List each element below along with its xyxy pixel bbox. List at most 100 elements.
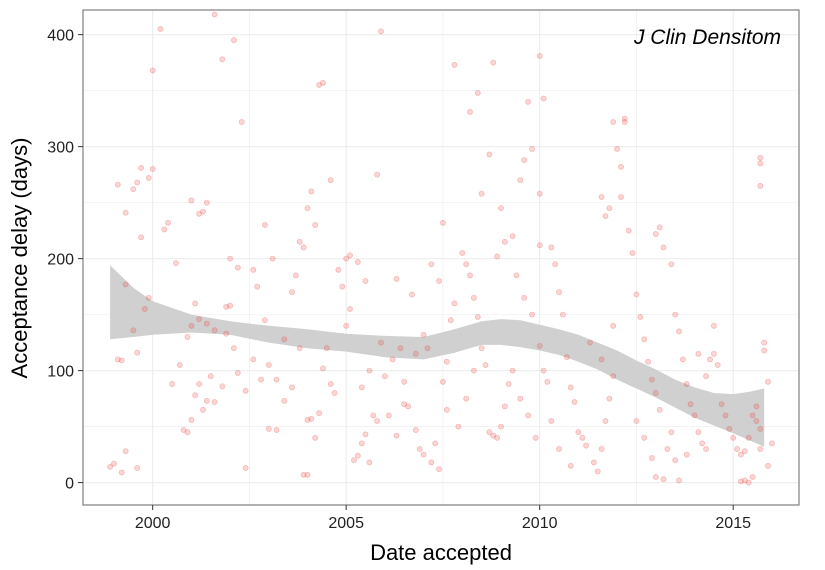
y-tick-label: 200 [47, 252, 74, 269]
data-point [482, 362, 489, 368]
data-point [111, 460, 117, 467]
data-point [738, 451, 744, 458]
data-point [610, 373, 617, 380]
data-point [649, 455, 655, 461]
data-point [711, 350, 717, 357]
data-point [711, 322, 717, 329]
data-point [320, 365, 326, 372]
data-point [765, 462, 771, 469]
data-point [641, 434, 648, 441]
data-point [486, 429, 493, 436]
data-point [300, 471, 307, 478]
data-point [176, 362, 183, 368]
data-point [521, 294, 528, 301]
data-point [327, 177, 334, 184]
data-point [753, 403, 760, 410]
data-point [304, 205, 311, 212]
x-tick-label: 2015 [715, 515, 751, 532]
data-point [691, 412, 698, 419]
data-point [478, 190, 485, 197]
data-point [350, 457, 357, 464]
data-point [714, 362, 721, 368]
data-point [459, 250, 466, 256]
data-point [676, 328, 682, 335]
data-point [521, 157, 528, 163]
data-point [320, 79, 326, 86]
data-point [486, 151, 493, 158]
data-point [703, 446, 709, 452]
data-point [393, 275, 400, 282]
data-point [699, 440, 706, 447]
data-point [660, 244, 667, 251]
data-point [656, 224, 663, 231]
data-point [494, 434, 500, 441]
data-point [184, 429, 191, 436]
data-point [463, 261, 470, 268]
data-point [575, 429, 582, 436]
data-point [734, 446, 740, 452]
data-point [304, 416, 311, 423]
data-point [316, 410, 322, 417]
data-point [718, 401, 725, 408]
data-point [343, 255, 350, 262]
data-point [443, 406, 450, 413]
data-point [223, 330, 230, 337]
data-point [757, 425, 764, 432]
data-point [366, 459, 373, 466]
data-point [467, 272, 473, 279]
data-point [269, 255, 276, 262]
data-point [273, 427, 280, 433]
data-point [598, 194, 605, 200]
grid-lines [83, 10, 799, 505]
data-point [347, 306, 353, 312]
data-point [501, 238, 508, 245]
data-point [436, 278, 442, 284]
data-point [652, 390, 659, 396]
data-point [114, 356, 121, 363]
data-point [614, 145, 620, 152]
data-point [238, 119, 245, 125]
data-point [451, 300, 458, 307]
data-point [296, 345, 303, 352]
data-point [219, 56, 226, 63]
data-point [695, 429, 702, 436]
data-point [498, 423, 504, 430]
data-point [184, 334, 191, 340]
data-point [358, 440, 365, 447]
data-point [741, 448, 748, 455]
data-point [261, 222, 268, 228]
data-point [741, 477, 748, 484]
data-point [339, 283, 346, 290]
data-point [281, 397, 288, 404]
data-point [649, 376, 655, 383]
data-point [757, 160, 764, 167]
data-point [439, 378, 446, 385]
data-point [161, 226, 168, 233]
data-point [362, 431, 369, 438]
data-point [443, 358, 450, 365]
data-point [680, 356, 686, 363]
data-point [374, 418, 380, 424]
data-point [652, 474, 659, 480]
data-point [749, 474, 756, 480]
data-point [250, 356, 257, 363]
data-point [656, 406, 663, 413]
data-point [138, 164, 144, 171]
data-point [672, 457, 679, 464]
data-point [757, 446, 764, 452]
y-tick-label: 0 [65, 476, 74, 493]
data-point [610, 322, 617, 329]
data-point [602, 418, 609, 424]
data-point [378, 339, 384, 346]
data-point [439, 219, 446, 226]
data-point [211, 11, 218, 18]
data-points [107, 11, 775, 486]
y-axis-title: Acceptance delay (days) [7, 138, 32, 379]
data-point [122, 281, 129, 288]
data-point [145, 175, 152, 181]
data-point [451, 62, 458, 68]
data-point [134, 349, 141, 356]
data-point [281, 336, 288, 343]
data-point [730, 434, 737, 441]
data-point [618, 163, 624, 170]
